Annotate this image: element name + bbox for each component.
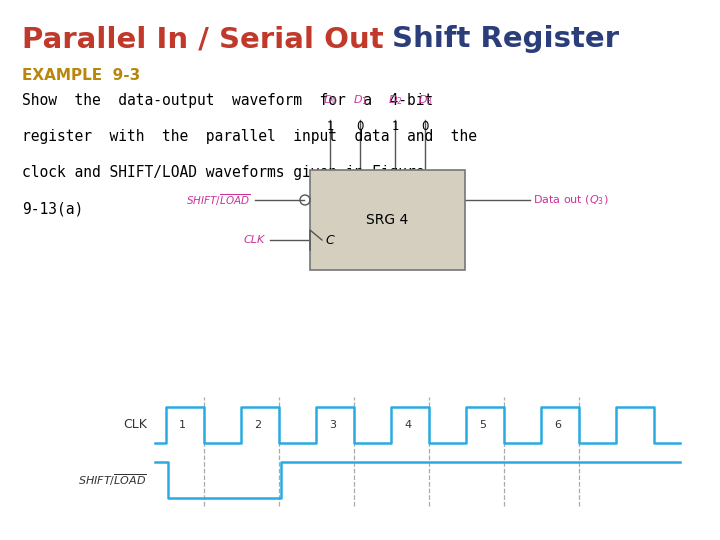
Text: 9-13(a): 9-13(a) bbox=[22, 201, 84, 216]
Text: Show  the  data-output  waveform  for  a  4-bit: Show the data-output waveform for a 4-bi… bbox=[22, 93, 433, 108]
Text: clock and SHIFT/LOAD waveforms given in Figure: clock and SHIFT/LOAD waveforms given in … bbox=[22, 165, 425, 180]
Text: $SHIFT/\overline{LOAD}$: $SHIFT/\overline{LOAD}$ bbox=[78, 472, 147, 488]
Text: 2: 2 bbox=[254, 420, 261, 430]
Text: $D_2$: $D_2$ bbox=[387, 93, 402, 107]
Text: Parallel In / Serial Out: Parallel In / Serial Out bbox=[22, 25, 394, 53]
Text: 4: 4 bbox=[404, 420, 411, 430]
Text: $D_1$: $D_1$ bbox=[353, 93, 367, 107]
Text: 6: 6 bbox=[554, 420, 562, 430]
Text: $SHIFT/\overline{LOAD}$: $SHIFT/\overline{LOAD}$ bbox=[186, 192, 250, 208]
Text: $D_0$: $D_0$ bbox=[323, 93, 338, 107]
Text: register  with  the  parallel  input  data  and  the: register with the parallel input data an… bbox=[22, 129, 477, 144]
Text: 0: 0 bbox=[356, 120, 364, 133]
Text: SRG 4: SRG 4 bbox=[366, 213, 409, 227]
Text: 1: 1 bbox=[179, 420, 186, 430]
Text: Shift Register: Shift Register bbox=[392, 25, 619, 53]
Text: $D_3$: $D_3$ bbox=[418, 93, 433, 107]
Text: CLK: CLK bbox=[123, 418, 147, 431]
Text: 1: 1 bbox=[326, 120, 334, 133]
Text: EXAMPLE  9-3: EXAMPLE 9-3 bbox=[22, 68, 140, 83]
Text: 1: 1 bbox=[391, 120, 399, 133]
Text: 3: 3 bbox=[329, 420, 336, 430]
Bar bbox=[310, 170, 465, 270]
Text: 0: 0 bbox=[421, 120, 428, 133]
Text: Data out $(Q_3)$: Data out $(Q_3)$ bbox=[533, 193, 608, 207]
Text: CLK: CLK bbox=[244, 235, 265, 245]
Text: C: C bbox=[325, 233, 334, 246]
Text: 5: 5 bbox=[480, 420, 486, 430]
